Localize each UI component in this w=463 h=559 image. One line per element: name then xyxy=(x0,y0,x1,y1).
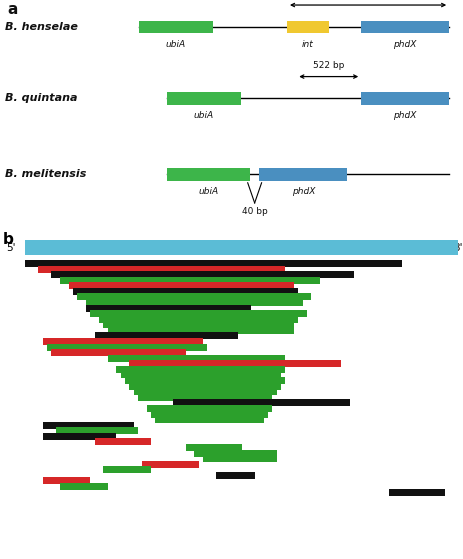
Bar xyxy=(25,260,402,267)
Bar xyxy=(129,382,281,390)
Bar xyxy=(51,271,355,278)
Bar xyxy=(25,240,458,255)
Bar xyxy=(139,21,213,33)
Bar xyxy=(361,21,449,33)
Bar xyxy=(216,472,255,479)
Bar xyxy=(73,288,298,295)
Text: 3': 3' xyxy=(453,243,463,253)
Bar xyxy=(43,477,90,485)
Bar xyxy=(86,299,302,306)
Bar xyxy=(103,466,151,473)
Bar xyxy=(389,489,445,496)
Bar xyxy=(38,266,285,273)
Bar xyxy=(43,338,203,345)
Bar xyxy=(60,483,108,490)
Bar xyxy=(186,444,242,451)
Text: phdX: phdX xyxy=(394,40,417,49)
Bar xyxy=(138,394,272,401)
Bar xyxy=(108,327,294,334)
Bar xyxy=(86,305,250,311)
Bar xyxy=(125,377,285,384)
Bar xyxy=(173,399,350,406)
Bar xyxy=(43,433,116,440)
Text: ubiA: ubiA xyxy=(198,187,219,196)
Bar xyxy=(99,316,298,323)
Bar xyxy=(361,92,449,105)
Text: a: a xyxy=(7,2,17,17)
Text: 522 bp: 522 bp xyxy=(313,61,344,70)
Bar xyxy=(56,427,138,434)
Text: b: b xyxy=(2,232,13,247)
Bar xyxy=(108,355,285,362)
Bar xyxy=(77,293,311,300)
Text: B. melitensis: B. melitensis xyxy=(5,169,86,179)
Bar xyxy=(134,388,276,395)
Bar xyxy=(116,366,285,373)
Bar xyxy=(69,282,294,289)
Bar xyxy=(147,405,272,412)
Text: 40 bp: 40 bp xyxy=(242,207,268,216)
Bar xyxy=(142,461,199,468)
Bar xyxy=(103,321,294,328)
Bar xyxy=(156,416,263,423)
Bar xyxy=(47,344,207,350)
Bar xyxy=(51,349,186,356)
Bar xyxy=(203,455,276,462)
Bar xyxy=(259,168,347,181)
Bar xyxy=(151,410,268,418)
Text: phdX: phdX xyxy=(394,111,417,120)
Text: ubiA: ubiA xyxy=(194,111,214,120)
Bar xyxy=(287,21,329,33)
Bar xyxy=(43,421,134,429)
Bar xyxy=(121,372,281,378)
Text: int: int xyxy=(302,40,314,49)
Bar xyxy=(95,333,238,339)
Text: B. quintana: B. quintana xyxy=(5,93,77,103)
Text: phdX: phdX xyxy=(292,187,315,196)
Bar xyxy=(60,277,320,283)
Bar xyxy=(95,438,151,446)
Bar xyxy=(167,168,250,181)
Text: 5': 5' xyxy=(6,243,15,253)
Bar xyxy=(129,361,342,367)
Bar xyxy=(194,449,276,457)
Text: B. henselae: B. henselae xyxy=(5,22,77,32)
Text: ubiA: ubiA xyxy=(166,40,186,49)
Bar xyxy=(167,92,241,105)
Bar xyxy=(90,310,307,317)
